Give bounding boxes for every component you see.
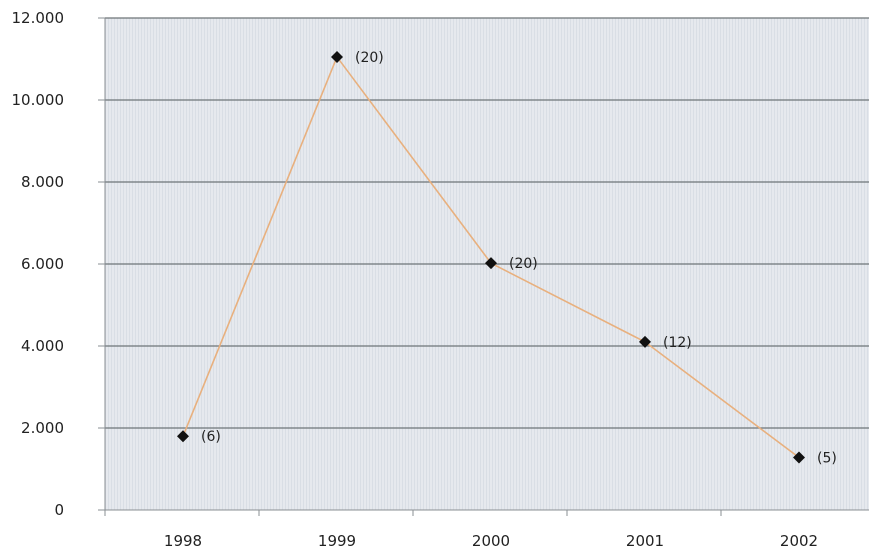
x-tick-label: 2000 — [472, 532, 510, 550]
y-tick-label: 10.000 — [12, 91, 65, 109]
data-point-marker — [177, 430, 189, 443]
y-tick-label: 4.000 — [21, 337, 64, 355]
x-tick-label: 2001 — [626, 532, 664, 550]
data-point-marker — [485, 257, 497, 270]
y-tick-label: 2.000 — [21, 419, 64, 437]
x-tick-label: 1998 — [164, 532, 202, 550]
data-label: (6) — [201, 429, 221, 445]
data-label: (12) — [663, 335, 692, 351]
y-tick-label: 8.000 — [21, 173, 64, 191]
x-tick-label: 1999 — [318, 532, 356, 550]
data-label: (5) — [817, 451, 837, 467]
data-point-marker — [331, 50, 343, 63]
x-tick-label: 2002 — [780, 532, 818, 550]
data-label: (20) — [355, 50, 384, 66]
y-tick-label: 0 — [54, 501, 64, 519]
data-label: (20) — [509, 256, 538, 272]
y-tick-label: 6.000 — [21, 255, 64, 273]
y-tick-label: 12.000 — [12, 9, 65, 27]
data-point-marker — [793, 451, 805, 464]
data-point-marker — [639, 335, 651, 348]
